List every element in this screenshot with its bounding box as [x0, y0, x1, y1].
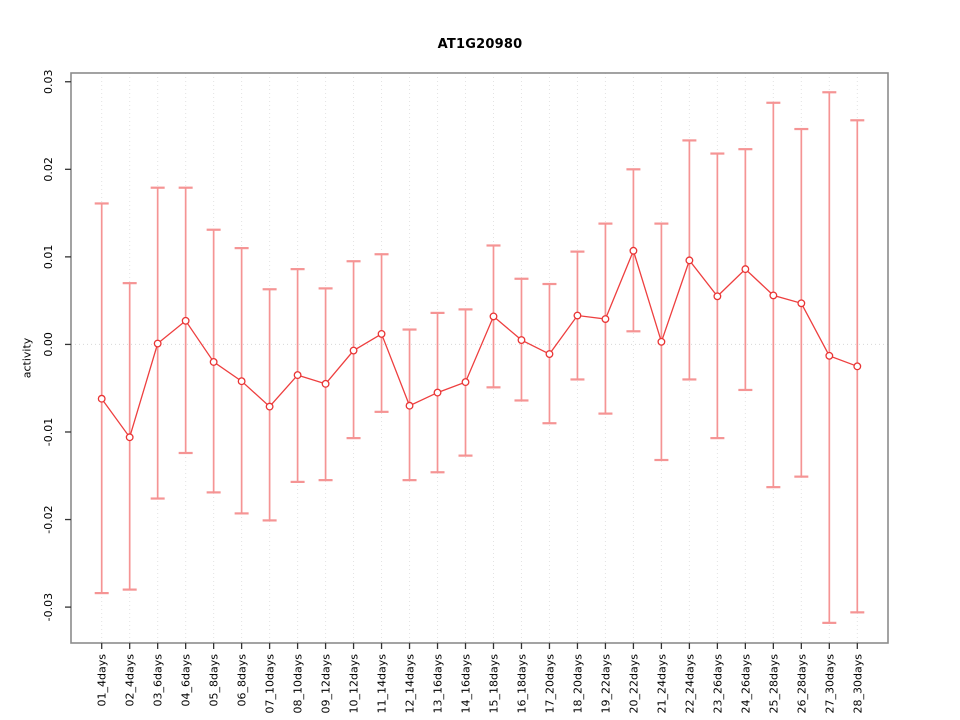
y-tick-label: -0.01 [42, 418, 55, 446]
data-point [377, 329, 386, 338]
data-point [181, 316, 190, 325]
data-point [237, 377, 246, 386]
x-tick-label: 26_28days [795, 654, 808, 714]
x-tick-label: 27_30days [823, 654, 836, 714]
x-tick-label: 10_12days [348, 654, 361, 714]
data-point [825, 351, 834, 360]
data-point [797, 299, 806, 308]
y-tick-label: 0.02 [42, 157, 55, 182]
plot-box [70, 72, 889, 644]
x-tick-label: 24_26days [739, 654, 752, 714]
data-point [349, 346, 358, 355]
chart-title: AT1G20980 [437, 37, 523, 52]
data-point [97, 394, 106, 403]
data-point [629, 246, 638, 255]
x-tick-label: 11_14days [376, 654, 389, 714]
data-point [853, 362, 862, 371]
x-tick-label: 17_20days [543, 654, 556, 714]
x-tick-label: 14_16days [460, 654, 473, 714]
y-tick-label: 0.03 [42, 70, 55, 95]
x-tick-label: 02_4days [124, 654, 137, 707]
data-point [601, 315, 610, 323]
series-line [101, 248, 858, 439]
data-point [433, 388, 442, 397]
x-tick-label: 20_22days [627, 654, 640, 714]
y-tick-label: -0.03 [42, 593, 55, 621]
x-tick-label: 12_14days [404, 654, 417, 714]
y-tick-label: 0.01 [42, 245, 55, 270]
data-point [769, 291, 778, 300]
x-tick-label: 21_24days [655, 654, 668, 714]
data-point [125, 433, 134, 442]
x-tick-label: 08_10days [292, 654, 305, 714]
data-point [545, 350, 554, 359]
y-tick-label: -0.02 [42, 505, 55, 533]
x-tick-label: 23_26days [711, 654, 724, 714]
x-tick-label: 13_16days [432, 654, 445, 714]
data-point [573, 311, 582, 320]
data-point [489, 312, 498, 321]
x-tick-label: 19_22days [599, 654, 612, 714]
x-tick-label: 16_18days [515, 654, 528, 714]
x-tick-label: 15_18days [487, 654, 500, 714]
x-tick-label: 25_28days [767, 654, 780, 714]
x-tick-label: 01_4days [96, 654, 109, 707]
x-tick-label: 07_10days [264, 654, 277, 714]
data-point [153, 339, 162, 348]
data-point [405, 401, 414, 410]
x-tick-label: 03_6days [152, 654, 165, 707]
data-point [321, 379, 330, 388]
x-tick-label: 28_30days [851, 654, 864, 714]
x-tick-label: 18_20days [571, 654, 584, 714]
x-tick-label: 04_6days [180, 654, 193, 707]
x-tick-label: 09_12days [320, 654, 333, 714]
data-point [741, 265, 750, 274]
data-point [265, 402, 274, 411]
data-point [209, 357, 218, 366]
data-point [461, 378, 470, 387]
data-point [685, 256, 694, 265]
y-tick-label: 0.00 [42, 332, 55, 357]
x-tick-label: 06_8days [236, 654, 249, 707]
data-point [293, 371, 302, 380]
x-tick-label: 22_24days [683, 654, 696, 714]
data-point [657, 337, 666, 346]
data-point [713, 292, 722, 301]
x-tick-label: 05_8days [208, 654, 221, 707]
data-point [517, 336, 526, 345]
